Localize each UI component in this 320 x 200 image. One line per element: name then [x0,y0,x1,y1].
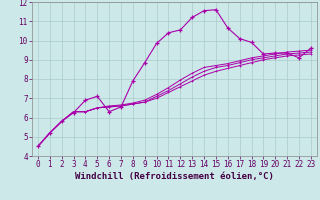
X-axis label: Windchill (Refroidissement éolien,°C): Windchill (Refroidissement éolien,°C) [75,172,274,181]
